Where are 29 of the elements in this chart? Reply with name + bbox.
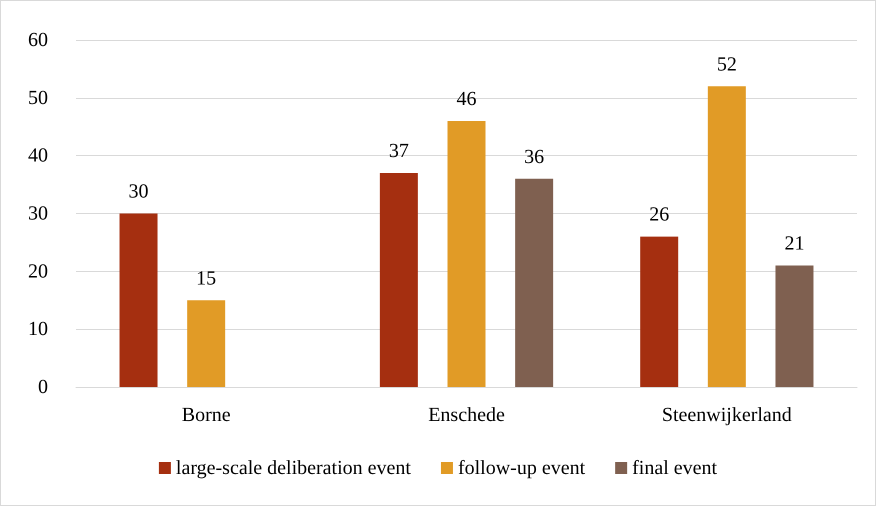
bar	[515, 178, 554, 387]
legend-label: large-scale deliberation event	[176, 457, 412, 479]
legend-label: final event	[632, 457, 718, 479]
bar	[640, 236, 678, 387]
data-label: 36	[524, 146, 544, 168]
y-tick-label: 20	[28, 260, 48, 282]
y-tick-label: 50	[28, 86, 48, 109]
y-tick-label: 0	[38, 376, 48, 398]
bar	[448, 120, 486, 387]
bar	[380, 173, 418, 387]
y-tick-label: 40	[28, 144, 48, 167]
x-tick-label: Steenwijkerland	[662, 404, 792, 426]
y-tick-label: 30	[28, 202, 48, 224]
bar	[708, 86, 746, 387]
data-label: 30	[128, 180, 149, 202]
bar	[775, 266, 814, 387]
x-tick-label: Borne	[182, 404, 231, 426]
y-tick-label: 10	[28, 318, 48, 340]
data-label: 26	[649, 204, 670, 226]
y-tick-label: 60	[28, 29, 48, 51]
data-label: 37	[388, 140, 409, 162]
bar	[187, 300, 226, 387]
x-tick-label: Enschede	[428, 404, 505, 426]
data-label: 15	[196, 267, 216, 290]
legend-label: follow-up event	[458, 457, 586, 479]
bar	[120, 214, 158, 387]
data-label: 21	[784, 232, 804, 255]
data-label: 46	[456, 88, 476, 110]
data-label: 52	[716, 53, 737, 76]
